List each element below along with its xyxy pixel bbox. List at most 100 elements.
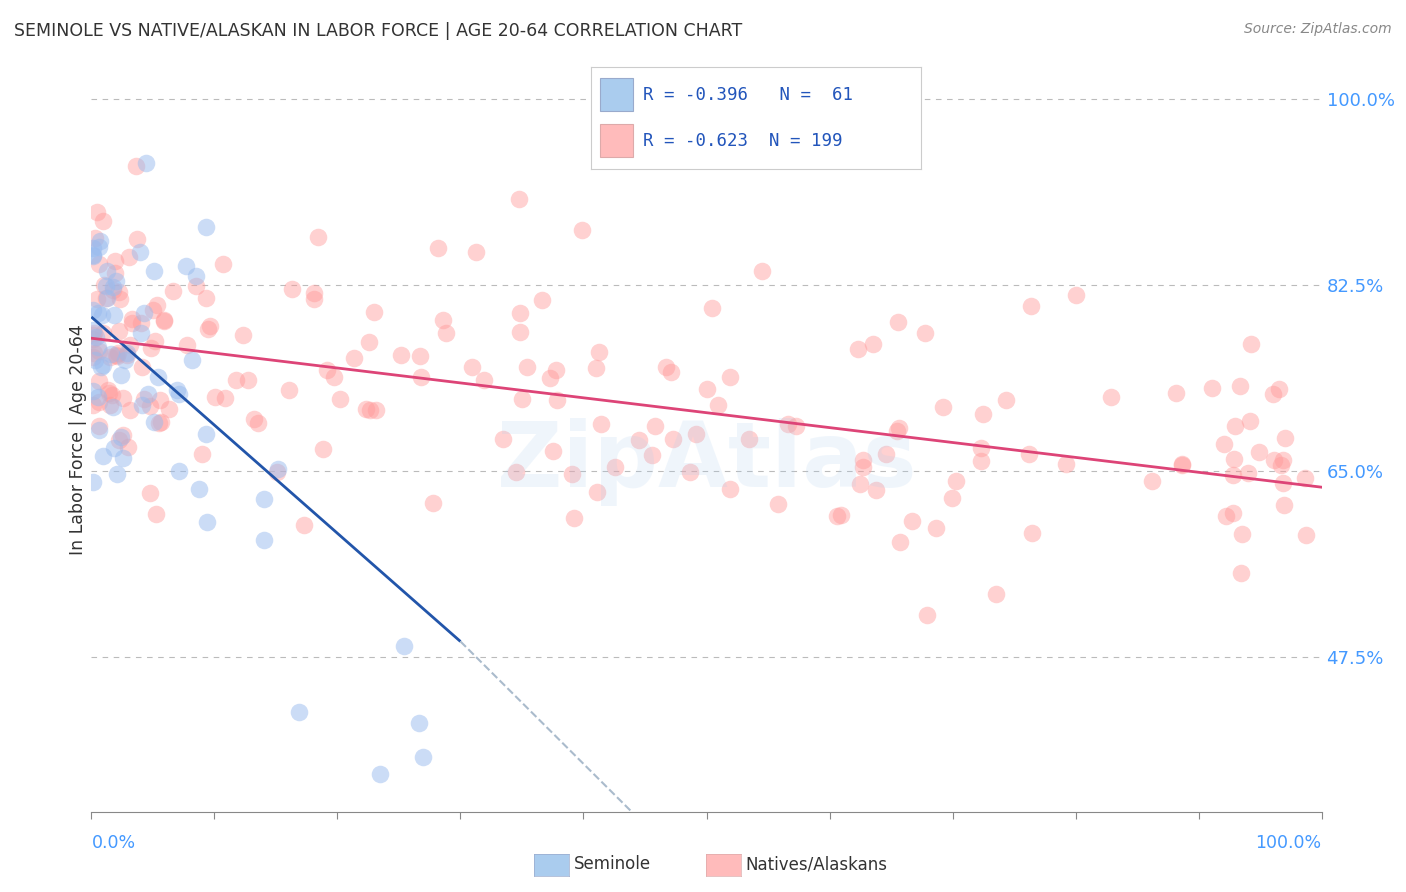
Point <box>112 391 135 405</box>
Point <box>509 325 531 339</box>
Point <box>875 447 897 461</box>
Point <box>603 460 626 475</box>
Point <box>1230 527 1253 541</box>
Point <box>516 360 538 375</box>
Point <box>197 322 219 336</box>
Point <box>139 486 162 500</box>
Point <box>101 401 124 415</box>
Point <box>198 318 221 333</box>
Point <box>162 284 184 298</box>
Point <box>93 278 115 293</box>
Point <box>357 335 380 350</box>
Point <box>204 390 226 404</box>
Point <box>232 327 254 342</box>
Point <box>103 266 125 280</box>
Point <box>107 346 129 360</box>
Point <box>1222 506 1244 520</box>
Point <box>266 465 288 479</box>
Point <box>152 314 174 328</box>
Point <box>1239 414 1261 428</box>
Point <box>1240 337 1263 351</box>
Point <box>89 374 111 388</box>
Point <box>685 427 707 442</box>
Point <box>392 639 415 653</box>
Point <box>1222 468 1244 483</box>
Point <box>312 442 335 457</box>
Point <box>288 705 311 719</box>
Point <box>641 448 664 462</box>
Point <box>90 309 112 323</box>
Point <box>212 257 235 271</box>
Point <box>363 305 385 319</box>
Point <box>115 348 138 362</box>
Point <box>195 426 218 441</box>
Point <box>389 348 412 362</box>
Point <box>914 326 936 340</box>
Point <box>89 344 111 359</box>
Text: 100.0%: 100.0% <box>1256 834 1322 852</box>
Point <box>82 328 104 343</box>
Point <box>412 750 434 764</box>
Point <box>87 423 110 437</box>
Point <box>128 244 150 259</box>
Point <box>644 419 666 434</box>
Point <box>662 432 685 446</box>
Point <box>110 292 132 306</box>
Point <box>512 392 534 406</box>
Point <box>145 507 167 521</box>
Point <box>589 417 612 432</box>
Point <box>129 326 152 340</box>
Point <box>112 427 135 442</box>
Point <box>505 465 527 479</box>
Point <box>328 392 350 406</box>
Point <box>1272 453 1295 467</box>
Point <box>571 223 593 237</box>
Point <box>1237 466 1260 480</box>
Point <box>84 353 107 368</box>
Point <box>359 403 381 417</box>
Point <box>984 586 1007 600</box>
Point <box>104 348 127 362</box>
Point <box>585 361 607 376</box>
Point <box>89 234 111 248</box>
Point <box>87 390 110 404</box>
Point <box>562 511 585 525</box>
Text: ZipAtlas: ZipAtlas <box>496 417 917 506</box>
Point <box>1294 471 1316 485</box>
Bar <box>600 124 634 157</box>
Point <box>86 330 108 344</box>
Point <box>887 316 910 330</box>
Point <box>104 274 127 288</box>
Point <box>1223 451 1246 466</box>
Point <box>541 444 564 458</box>
Point <box>87 340 110 354</box>
Bar <box>600 78 634 111</box>
Point <box>1021 526 1043 541</box>
Point <box>432 313 454 327</box>
Point <box>322 370 344 384</box>
Point <box>96 291 118 305</box>
Point <box>778 417 800 432</box>
Point <box>901 514 924 528</box>
Point <box>409 369 432 384</box>
Point <box>862 337 884 351</box>
Text: Natives/Alaskans: Natives/Alaskans <box>745 855 887 873</box>
Point <box>100 350 122 364</box>
Point <box>307 229 329 244</box>
Point <box>253 491 276 506</box>
Point <box>1170 458 1192 472</box>
Point <box>112 451 135 466</box>
Point <box>427 241 450 255</box>
Point <box>886 424 908 438</box>
Point <box>87 306 110 320</box>
Point <box>89 419 111 434</box>
Point <box>82 332 104 346</box>
Point <box>131 398 153 412</box>
Point <box>1225 419 1247 434</box>
Point <box>827 509 849 524</box>
Point <box>316 363 339 377</box>
Point <box>105 349 128 363</box>
Y-axis label: In Labor Force | Age 20-64: In Labor Force | Age 20-64 <box>69 324 87 555</box>
Point <box>82 303 104 318</box>
Point <box>83 326 105 340</box>
